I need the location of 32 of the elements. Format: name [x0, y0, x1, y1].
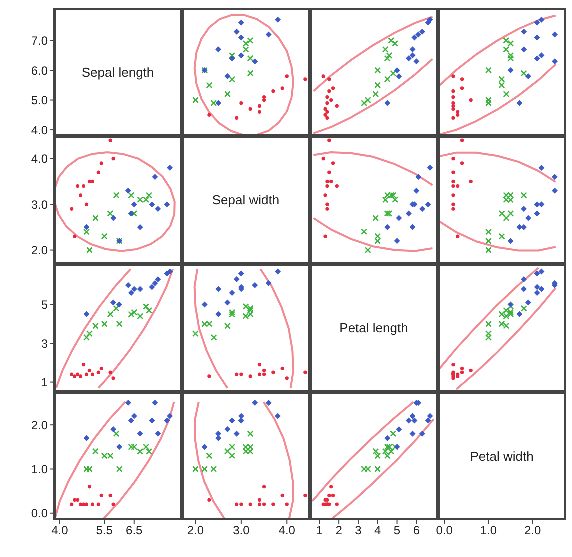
- y-tick-label: 7.0: [31, 34, 48, 48]
- x-tick-label: 1.0: [480, 524, 498, 538]
- x-tick-label: 5: [394, 524, 401, 538]
- y-tick-label: 2.0: [31, 418, 48, 432]
- y-tick-label: 4.0: [31, 152, 48, 166]
- text: Petal width: [470, 448, 534, 464]
- text: Sepal width: [212, 192, 280, 208]
- x-tick-label: 0.0: [436, 524, 454, 538]
- y-tick-label: 3.0: [31, 198, 48, 212]
- x-tick-label: 2.0: [187, 524, 204, 538]
- y-tick-label: 5.0: [31, 94, 48, 108]
- y-tick-label: 4.0: [31, 123, 48, 138]
- y-tick-label: 6.0: [31, 64, 48, 78]
- y-tick-label: 0.0: [31, 506, 48, 521]
- text: Petal length: [340, 320, 408, 336]
- y-tick-label: 3: [41, 336, 48, 351]
- y-tick-label: 1.0: [31, 462, 48, 476]
- x-tick-label: 5.5: [96, 524, 114, 538]
- x-tick-label: 1: [316, 524, 324, 538]
- y-tick-label: 2.0: [31, 244, 48, 258]
- x-tick-label: 4.0: [278, 524, 296, 538]
- x-tick-label: 2: [336, 524, 343, 538]
- x-tick-label: 3.0: [233, 524, 250, 538]
- x-tick-label: 4.0: [52, 524, 69, 538]
- x-tick-label: 2.0: [524, 524, 542, 538]
- x-tick-label: 3: [355, 524, 362, 538]
- text: Sepal length: [82, 64, 154, 80]
- y-tick-label: 5: [41, 298, 48, 312]
- x-tick-label: 6: [413, 524, 420, 538]
- x-tick-label: 6.5: [126, 524, 144, 538]
- x-tick-label: 4: [374, 524, 382, 538]
- y-tick-label: 1: [41, 376, 48, 390]
